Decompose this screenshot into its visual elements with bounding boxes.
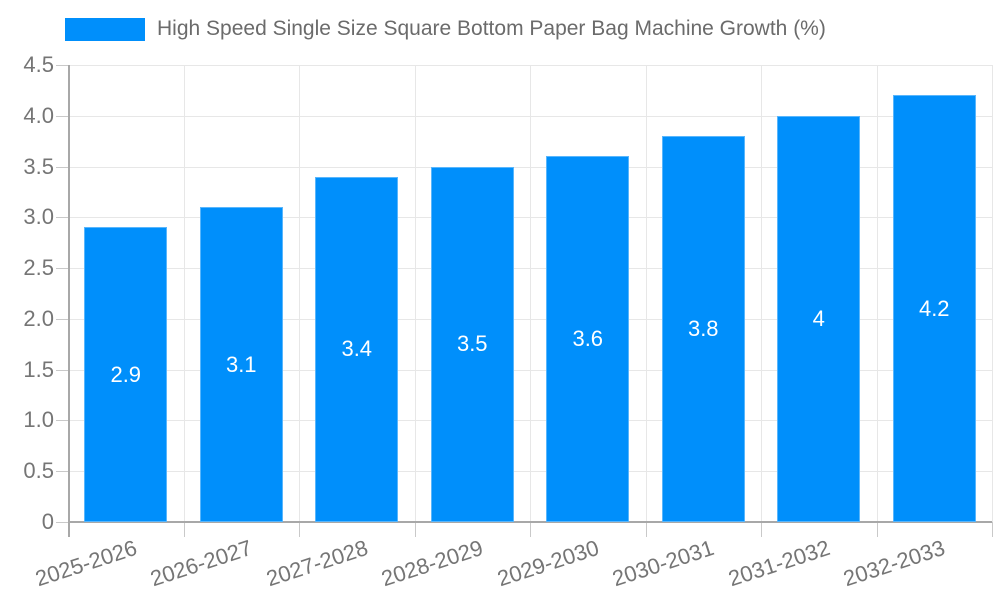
bar: 3.1 bbox=[199, 207, 283, 522]
legend-label: High Speed Single Size Square Bottom Pap… bbox=[157, 17, 826, 40]
bar: 3.4 bbox=[315, 176, 399, 522]
y-axis-tick bbox=[56, 115, 68, 117]
gridline-vertical bbox=[183, 65, 185, 522]
legend-item[interactable]: High Speed Single Size Square Bottom Pap… bbox=[65, 16, 826, 42]
gridline-vertical bbox=[645, 65, 647, 522]
y-axis-label: 3.0 bbox=[23, 204, 54, 230]
x-axis-label: 2027-2028 bbox=[262, 535, 371, 592]
x-axis-label: 2025-2026 bbox=[31, 535, 140, 592]
bar: 4.2 bbox=[892, 95, 976, 522]
x-axis-tick bbox=[414, 522, 416, 537]
gridline-vertical bbox=[414, 65, 416, 522]
y-axis-tick bbox=[56, 471, 68, 473]
y-axis-label: 1.5 bbox=[23, 356, 54, 382]
x-axis-tick bbox=[992, 522, 993, 537]
y-axis-label: 4.5 bbox=[23, 52, 54, 77]
bar: 3.8 bbox=[661, 136, 745, 522]
bar: 3.5 bbox=[430, 166, 514, 522]
y-axis-label: 0.5 bbox=[23, 458, 54, 484]
x-axis-line bbox=[68, 521, 992, 523]
x-axis-tick bbox=[876, 522, 878, 537]
bar-value-label: 2.9 bbox=[110, 361, 142, 387]
y-axis-label: 0 bbox=[41, 509, 54, 534]
bar: 4 bbox=[777, 115, 861, 522]
y-axis-tick bbox=[56, 65, 68, 66]
x-axis-label: 2029-2030 bbox=[493, 535, 602, 592]
bar: 3.6 bbox=[546, 156, 630, 522]
x-axis-label: 2032-2033 bbox=[840, 535, 948, 592]
y-axis-tick bbox=[56, 318, 68, 320]
y-axis-tick bbox=[56, 369, 68, 371]
x-axis-label: 2030-2031 bbox=[609, 535, 717, 592]
gridline-vertical bbox=[992, 65, 993, 522]
bar-value-label: 4.2 bbox=[918, 295, 950, 321]
x-axis-label: 2031-2032 bbox=[724, 535, 833, 592]
y-axis-tick bbox=[56, 522, 68, 523]
x-axis-tick bbox=[183, 522, 185, 537]
bar-value-label: 3.6 bbox=[572, 326, 604, 352]
y-axis-label: 3.5 bbox=[23, 153, 54, 179]
x-axis-tick bbox=[530, 522, 531, 537]
gridline-vertical bbox=[299, 65, 300, 522]
y-axis-label: 1.0 bbox=[23, 407, 54, 433]
y-axis-line bbox=[68, 65, 70, 537]
y-axis-tick bbox=[56, 268, 68, 270]
x-axis-tick bbox=[645, 522, 647, 537]
y-axis-label: 2.5 bbox=[23, 255, 54, 281]
gridline-vertical bbox=[761, 65, 762, 522]
legend-swatch-icon bbox=[65, 17, 145, 41]
gridline-vertical bbox=[530, 65, 531, 522]
bar-value-label: 3.5 bbox=[456, 331, 488, 357]
x-axis-label: 2028-2029 bbox=[378, 535, 486, 592]
gridline-vertical bbox=[876, 65, 878, 522]
x-axis-label: 2026-2027 bbox=[147, 535, 255, 592]
y-axis-tick bbox=[56, 420, 68, 422]
y-axis-label: 2.0 bbox=[23, 305, 54, 331]
bar: 2.9 bbox=[84, 227, 168, 522]
y-axis-label: 4.0 bbox=[23, 102, 54, 128]
x-axis-tick bbox=[761, 522, 762, 537]
bar-value-label: 3.4 bbox=[341, 336, 373, 362]
bar-value-label: 3.8 bbox=[687, 316, 719, 342]
bar-value-label: 4 bbox=[812, 305, 825, 331]
y-axis-tick bbox=[56, 217, 68, 219]
x-axis-tick bbox=[299, 522, 300, 537]
bar-value-label: 3.1 bbox=[225, 351, 257, 377]
y-axis-tick bbox=[56, 166, 68, 168]
